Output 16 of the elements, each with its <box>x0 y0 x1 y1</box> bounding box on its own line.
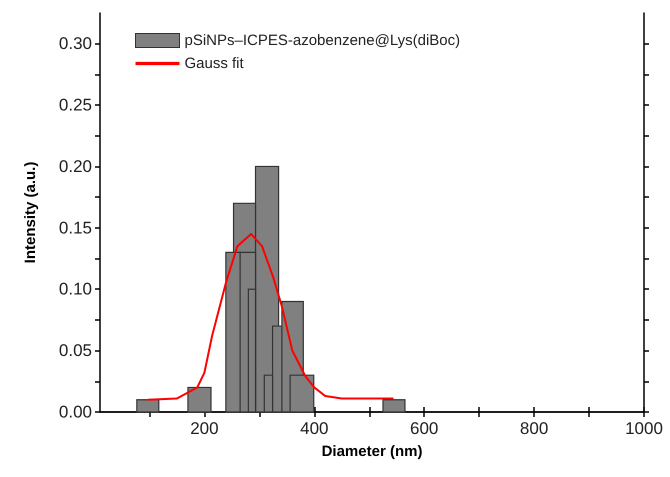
x-axis-title: Diameter (nm) <box>322 443 422 460</box>
x-tick-label: 400 <box>300 419 328 438</box>
x-tick-label: 600 <box>410 419 438 438</box>
x-tick-label: 800 <box>520 419 548 438</box>
y-tick-label: 0.30 <box>58 34 92 54</box>
legend-label: pSiNPs–ICPES-azobenzene@Lys(diBoc) <box>184 32 460 49</box>
y-tick-label: 0.10 <box>58 280 92 299</box>
y-tick-label: 0.20 <box>58 156 92 176</box>
y-tick-label: 0.15 <box>58 218 92 238</box>
legend-label: Gauss fit <box>184 55 245 72</box>
x-tick-label: 200 <box>190 419 219 438</box>
y-tick-label: 0.25 <box>58 96 92 115</box>
y-tick-label: 0.05 <box>58 341 92 360</box>
y-tick-label: 0.00 <box>58 402 92 422</box>
x-tick-label: 1000 <box>625 419 663 438</box>
y-axis-title: Intensity (a.u.) <box>22 162 39 264</box>
